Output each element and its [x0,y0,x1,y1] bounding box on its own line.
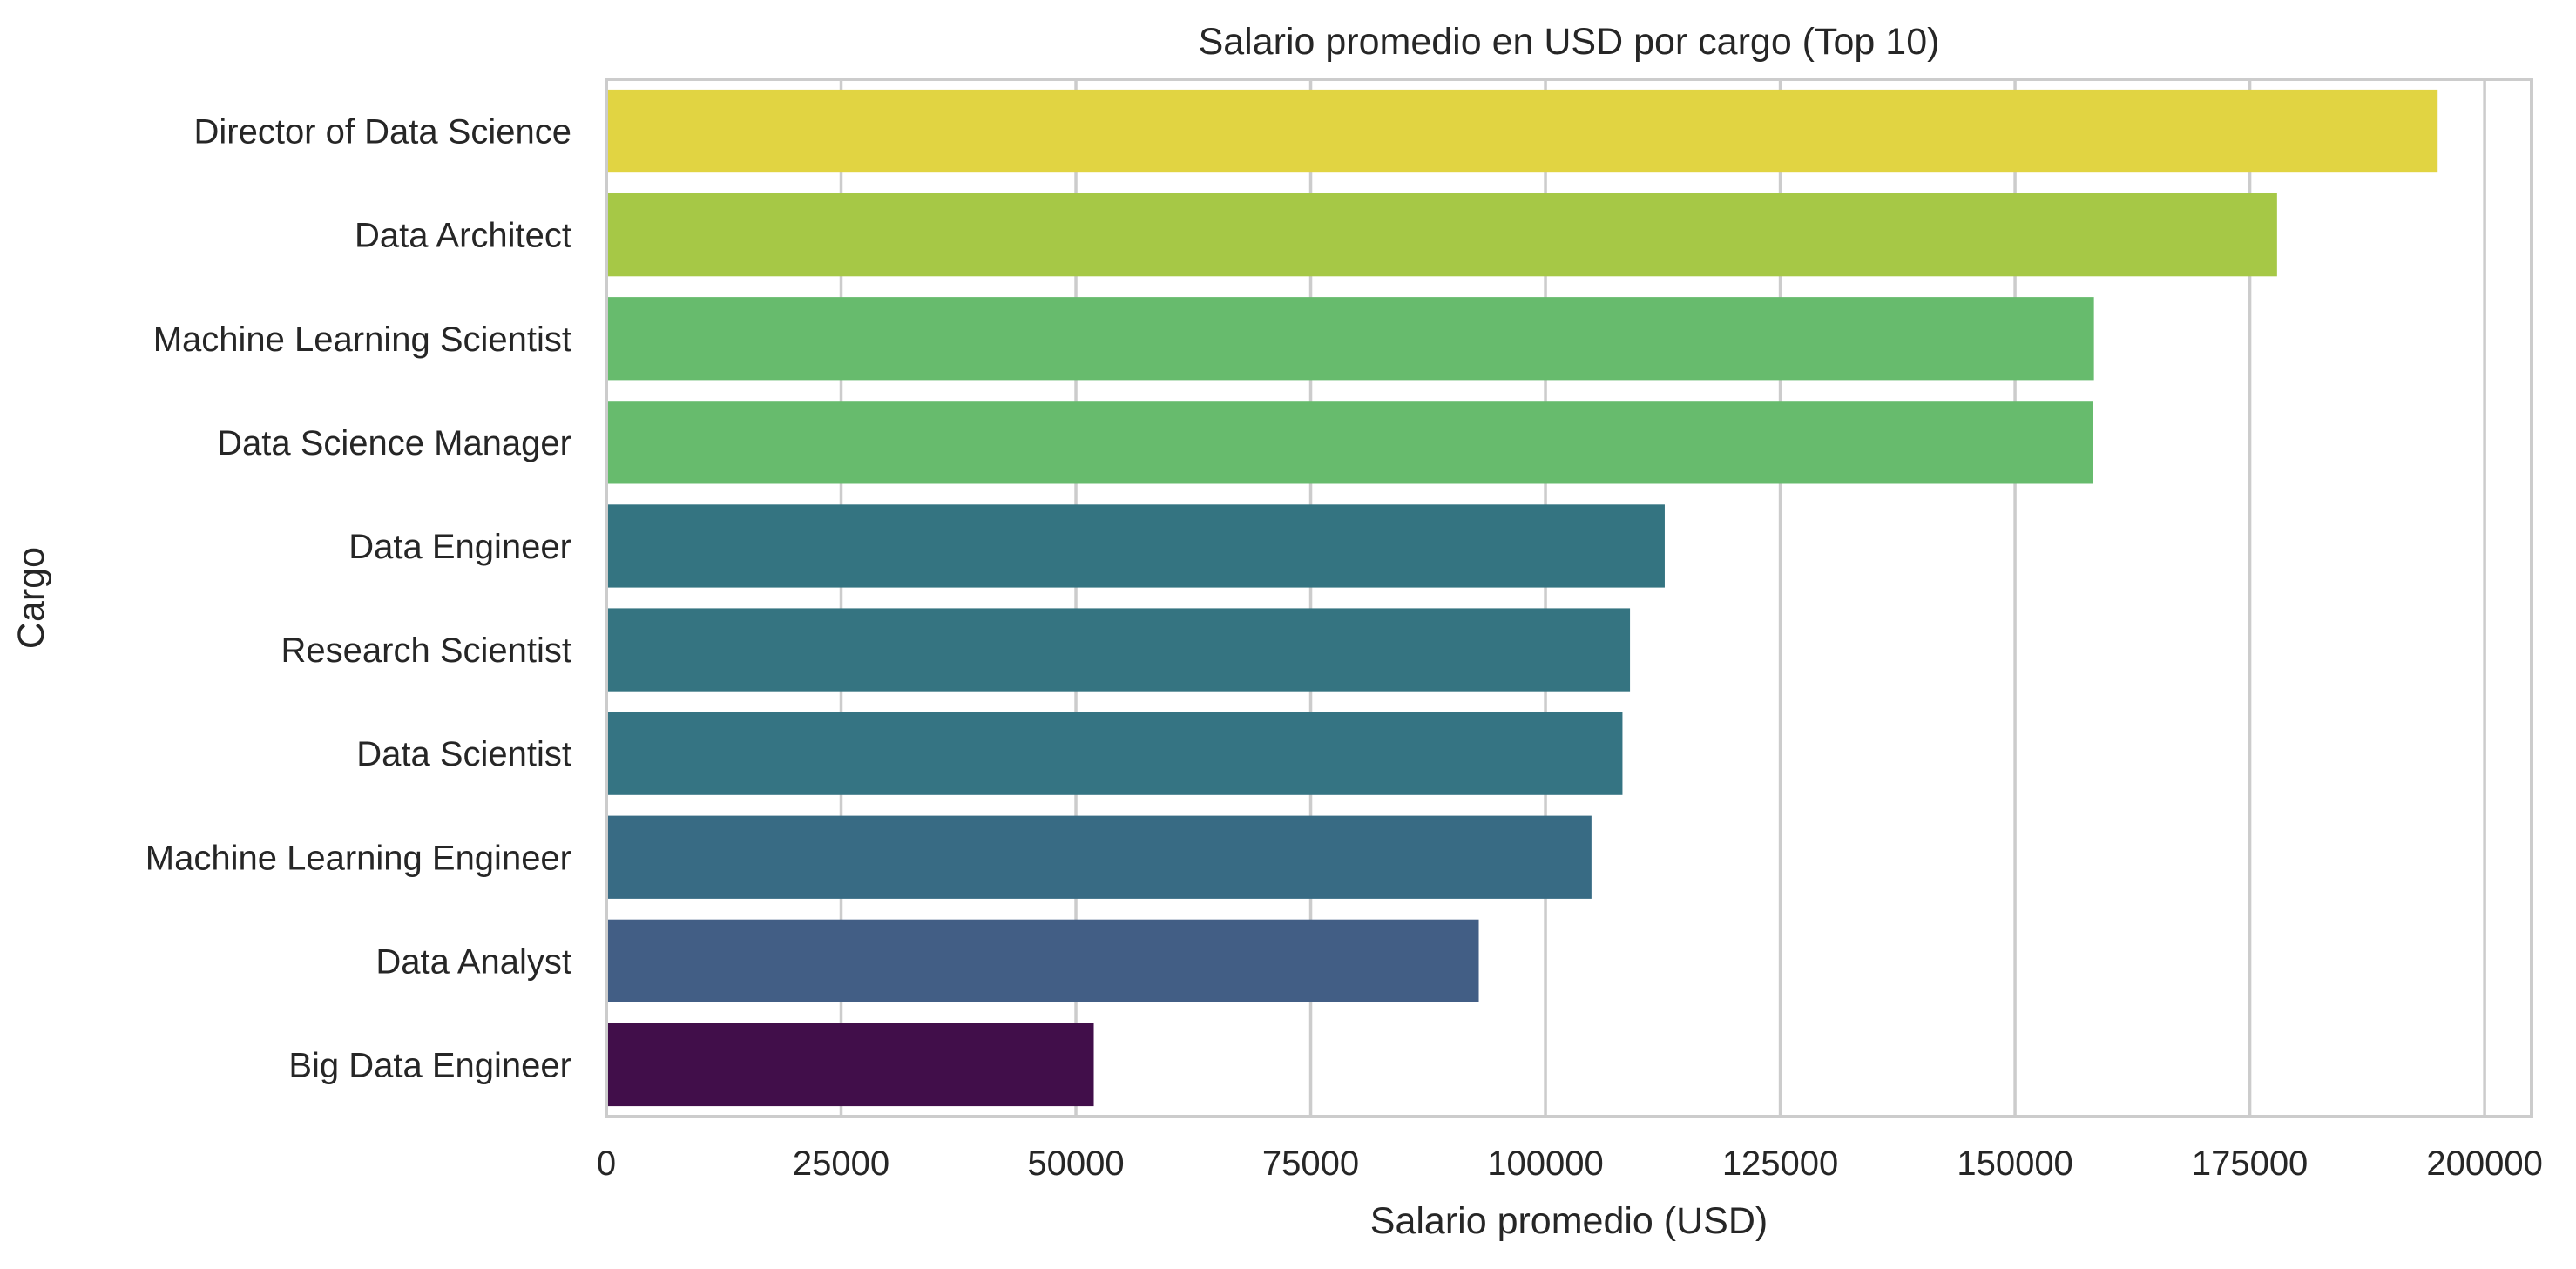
y-tick-label: Data Analyst [375,942,571,981]
y-tick-label: Research Scientist [281,631,571,670]
y-tick-label: Data Architect [355,217,571,255]
bars [606,89,2438,1107]
x-tick-label: 200000 [2426,1144,2542,1183]
bar [606,297,2094,381]
chart-title: Salario promedio en USD por cargo (Top 1… [1199,21,1940,63]
x-tick-label: 125000 [1722,1144,1838,1183]
y-tick-labels: Director of Data Science Data Architect Ma… [145,113,571,1085]
y-tick-label: Data Engineer [348,528,571,566]
y-tick-label: Director of Data Science [193,113,571,152]
x-tick-labels: 0 25000 50000 75000 100000 125000 150000 175000… [597,1144,2543,1183]
y-tick-label: Machine Learning Scientist [153,321,571,359]
y-tick-label: Machine Learning Engineer [145,839,571,877]
y-tick-label: Data Science Manager [217,424,571,462]
bar [606,608,1631,692]
y-tick-label: Data Scientist [356,735,571,773]
x-tick-label: 0 [597,1144,616,1183]
bar [606,193,2277,277]
x-tick-label: 25000 [793,1144,889,1183]
bar [606,712,1623,795]
bar [606,1023,1094,1107]
bar [606,919,1479,1002]
y-tick-label: Big Data Engineer [288,1046,571,1084]
bar [606,89,2438,173]
x-axis-label: Salario promedio (USD) [1370,1200,1768,1242]
x-tick-label: 75000 [1262,1144,1359,1183]
y-axis-label: Cargo [10,547,52,649]
bar [606,815,1592,899]
x-tick-label: 50000 [1027,1144,1124,1183]
x-tick-label: 100000 [1487,1144,1603,1183]
bar [606,401,2093,484]
x-tick-label: 150000 [1957,1144,2072,1183]
plot-frame [605,78,2533,1118]
bar [606,504,1665,588]
x-tick-label: 175000 [2192,1144,2308,1183]
